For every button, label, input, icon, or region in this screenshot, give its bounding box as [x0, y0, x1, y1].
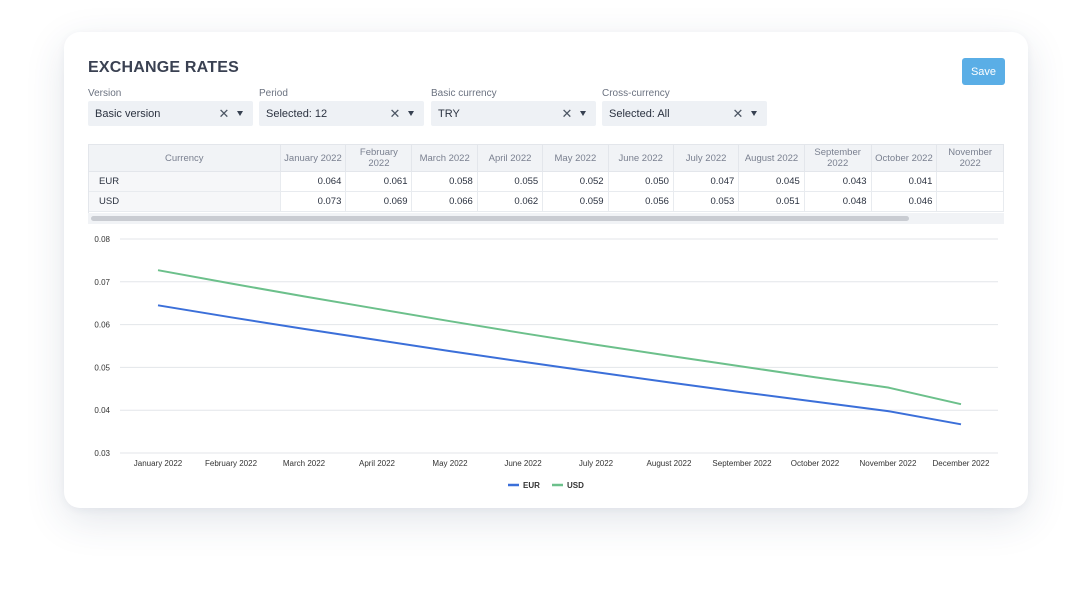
- y-tick-label: 0.07: [94, 278, 110, 287]
- period-select[interactable]: Selected: 12 ✕: [259, 101, 424, 126]
- exchange-rate-chart: 0.08 0.07 0.06 0.05 0.04 0.03 January 2022 Febr…: [64, 228, 1028, 498]
- rate-cell[interactable]: 0.059: [542, 191, 609, 212]
- rate-cell[interactable]: 0.051: [738, 191, 805, 212]
- chevron-down-icon[interactable]: [580, 111, 586, 116]
- close-icon[interactable]: ✕: [218, 106, 230, 121]
- currency-cell: USD: [89, 191, 281, 212]
- exchange-rates-card: EXCHANGE RATES Save Version Basic versio…: [64, 32, 1028, 508]
- close-icon[interactable]: ✕: [561, 106, 573, 121]
- column-header-month[interactable]: June 2022: [608, 144, 674, 172]
- currency-cell: EUR: [89, 171, 281, 192]
- rate-cell[interactable]: 0.053: [673, 191, 740, 212]
- x-tick-label: January 2022: [134, 459, 183, 468]
- rate-cell[interactable]: 0.058: [411, 171, 478, 192]
- basic-currency-select[interactable]: TRY ✕: [431, 101, 596, 126]
- column-header-month[interactable]: April 2022: [477, 144, 544, 172]
- series-line-usd: [157, 269, 962, 406]
- close-icon[interactable]: ✕: [732, 106, 744, 121]
- rate-cell[interactable]: 0.045: [738, 171, 805, 192]
- rate-cell[interactable]: 0.046: [871, 191, 938, 212]
- rates-table: Currency January 2022 February 2022 Marc…: [89, 144, 1004, 212]
- chevron-down-icon[interactable]: [751, 111, 757, 116]
- basic-currency-label: Basic currency: [431, 88, 497, 99]
- column-header-month[interactable]: March 2022: [411, 144, 478, 172]
- column-header-month[interactable]: August 2022: [738, 144, 805, 172]
- page-title: EXCHANGE RATES: [88, 59, 239, 76]
- x-tick-label: July 2022: [579, 459, 614, 468]
- table-row: USD 0.073 0.069 0.066 0.062 0.059 0.056 …: [89, 191, 1004, 212]
- x-tick-label: March 2022: [283, 459, 326, 468]
- rate-cell[interactable]: [936, 171, 1004, 192]
- x-tick-label: May 2022: [432, 459, 468, 468]
- rate-cell[interactable]: 0.061: [345, 171, 413, 192]
- column-header-month[interactable]: May 2022: [542, 144, 609, 172]
- rate-cell[interactable]: [936, 191, 1004, 212]
- cross-currency-label: Cross-currency: [602, 88, 670, 99]
- basic-currency-value: TRY: [438, 107, 460, 120]
- table-header-row: Currency January 2022 February 2022 Marc…: [89, 144, 1004, 172]
- y-tick-label: 0.04: [94, 406, 110, 415]
- x-tick-label: October 2022: [791, 459, 840, 468]
- rates-table-container: Currency January 2022 February 2022 Marc…: [88, 144, 1004, 224]
- rate-cell[interactable]: 0.064: [280, 171, 347, 192]
- table-row: EUR 0.064 0.061 0.058 0.055 0.052 0.050 …: [89, 171, 1004, 192]
- cross-currency-filter: Cross-currency Selected: All ✕: [602, 87, 767, 126]
- chevron-down-icon[interactable]: [408, 111, 414, 116]
- column-header-month[interactable]: February 2022: [345, 144, 413, 172]
- x-tick-label: November 2022: [860, 459, 917, 468]
- rate-cell[interactable]: 0.041: [871, 171, 938, 192]
- close-icon[interactable]: ✕: [389, 106, 401, 121]
- horizontal-scrollbar[interactable]: [88, 213, 1004, 224]
- period-label: Period: [259, 88, 288, 99]
- version-select[interactable]: Basic version ✕: [88, 101, 253, 126]
- x-tick-label: April 2022: [359, 459, 396, 468]
- column-header-month[interactable]: July 2022: [673, 144, 740, 172]
- rate-cell[interactable]: 0.052: [542, 171, 609, 192]
- rate-cell[interactable]: 0.048: [804, 191, 872, 212]
- rate-cell[interactable]: 0.056: [608, 191, 674, 212]
- series-line-eur: [157, 304, 962, 426]
- rate-cell[interactable]: 0.047: [673, 171, 740, 192]
- period-value: Selected: 12: [266, 107, 328, 120]
- y-tick-label: 0.05: [94, 363, 110, 372]
- save-button[interactable]: Save: [962, 58, 1005, 85]
- cross-currency-select[interactable]: Selected: All ✕: [602, 101, 767, 126]
- legend-label: EUR: [523, 481, 540, 490]
- rate-cell[interactable]: 0.066: [411, 191, 478, 212]
- basic-currency-filter: Basic currency TRY ✕: [431, 87, 596, 126]
- x-tick-label: February 2022: [205, 459, 258, 468]
- rate-cell[interactable]: 0.050: [608, 171, 674, 192]
- chevron-down-icon[interactable]: [237, 111, 243, 116]
- version-value: Basic version: [95, 107, 161, 120]
- scrollbar-thumb[interactable]: [91, 216, 909, 221]
- y-tick-label: 0.08: [94, 235, 110, 244]
- rate-cell[interactable]: 0.069: [345, 191, 413, 212]
- rate-cell[interactable]: 0.043: [804, 171, 872, 192]
- y-tick-label: 0.03: [94, 449, 110, 458]
- x-tick-label: June 2022: [504, 459, 542, 468]
- period-filter: Period Selected: 12 ✕: [259, 87, 424, 126]
- column-header-month[interactable]: January 2022: [280, 144, 347, 172]
- legend-label: USD: [567, 481, 584, 490]
- line-chart: 0.08 0.07 0.06 0.05 0.04 0.03 January 2022 Febr…: [94, 235, 998, 490]
- version-filter: Version Basic version ✕: [88, 87, 253, 126]
- cross-currency-value: Selected: All: [609, 107, 670, 120]
- column-header-currency[interactable]: Currency: [89, 144, 281, 172]
- x-tick-label: August 2022: [647, 459, 692, 468]
- x-tick-label: December 2022: [933, 459, 990, 468]
- column-header-month[interactable]: October 2022: [871, 144, 938, 172]
- rate-cell[interactable]: 0.073: [280, 191, 347, 212]
- x-tick-label: September 2022: [712, 459, 772, 468]
- rate-cell[interactable]: 0.055: [477, 171, 544, 192]
- column-header-month[interactable]: September 2022: [804, 144, 872, 172]
- y-tick-label: 0.06: [94, 321, 110, 330]
- column-header-month[interactable]: November 2022: [936, 144, 1004, 172]
- version-label: Version: [88, 88, 122, 99]
- rate-cell[interactable]: 0.062: [477, 191, 544, 212]
